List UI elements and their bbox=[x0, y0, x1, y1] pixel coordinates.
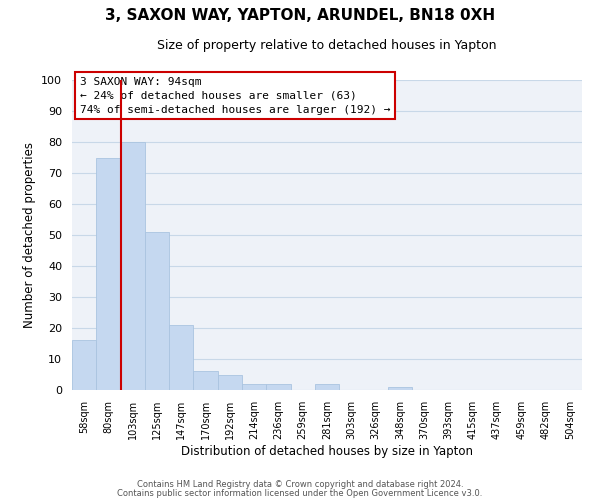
Bar bbox=[218, 374, 242, 390]
Text: Contains public sector information licensed under the Open Government Licence v3: Contains public sector information licen… bbox=[118, 489, 482, 498]
Bar bbox=[145, 232, 169, 390]
Bar bbox=[193, 372, 218, 390]
Text: 3 SAXON WAY: 94sqm
← 24% of detached houses are smaller (63)
74% of semi-detache: 3 SAXON WAY: 94sqm ← 24% of detached hou… bbox=[80, 77, 390, 115]
Bar bbox=[72, 340, 96, 390]
Y-axis label: Number of detached properties: Number of detached properties bbox=[23, 142, 36, 328]
X-axis label: Distribution of detached houses by size in Yapton: Distribution of detached houses by size … bbox=[181, 444, 473, 458]
Bar bbox=[266, 384, 290, 390]
Bar bbox=[169, 325, 193, 390]
Bar bbox=[121, 142, 145, 390]
Bar bbox=[242, 384, 266, 390]
Bar bbox=[315, 384, 339, 390]
Text: 3, SAXON WAY, YAPTON, ARUNDEL, BN18 0XH: 3, SAXON WAY, YAPTON, ARUNDEL, BN18 0XH bbox=[105, 8, 495, 22]
Title: Size of property relative to detached houses in Yapton: Size of property relative to detached ho… bbox=[157, 40, 497, 52]
Bar bbox=[388, 387, 412, 390]
Bar bbox=[96, 158, 121, 390]
Text: Contains HM Land Registry data © Crown copyright and database right 2024.: Contains HM Land Registry data © Crown c… bbox=[137, 480, 463, 489]
